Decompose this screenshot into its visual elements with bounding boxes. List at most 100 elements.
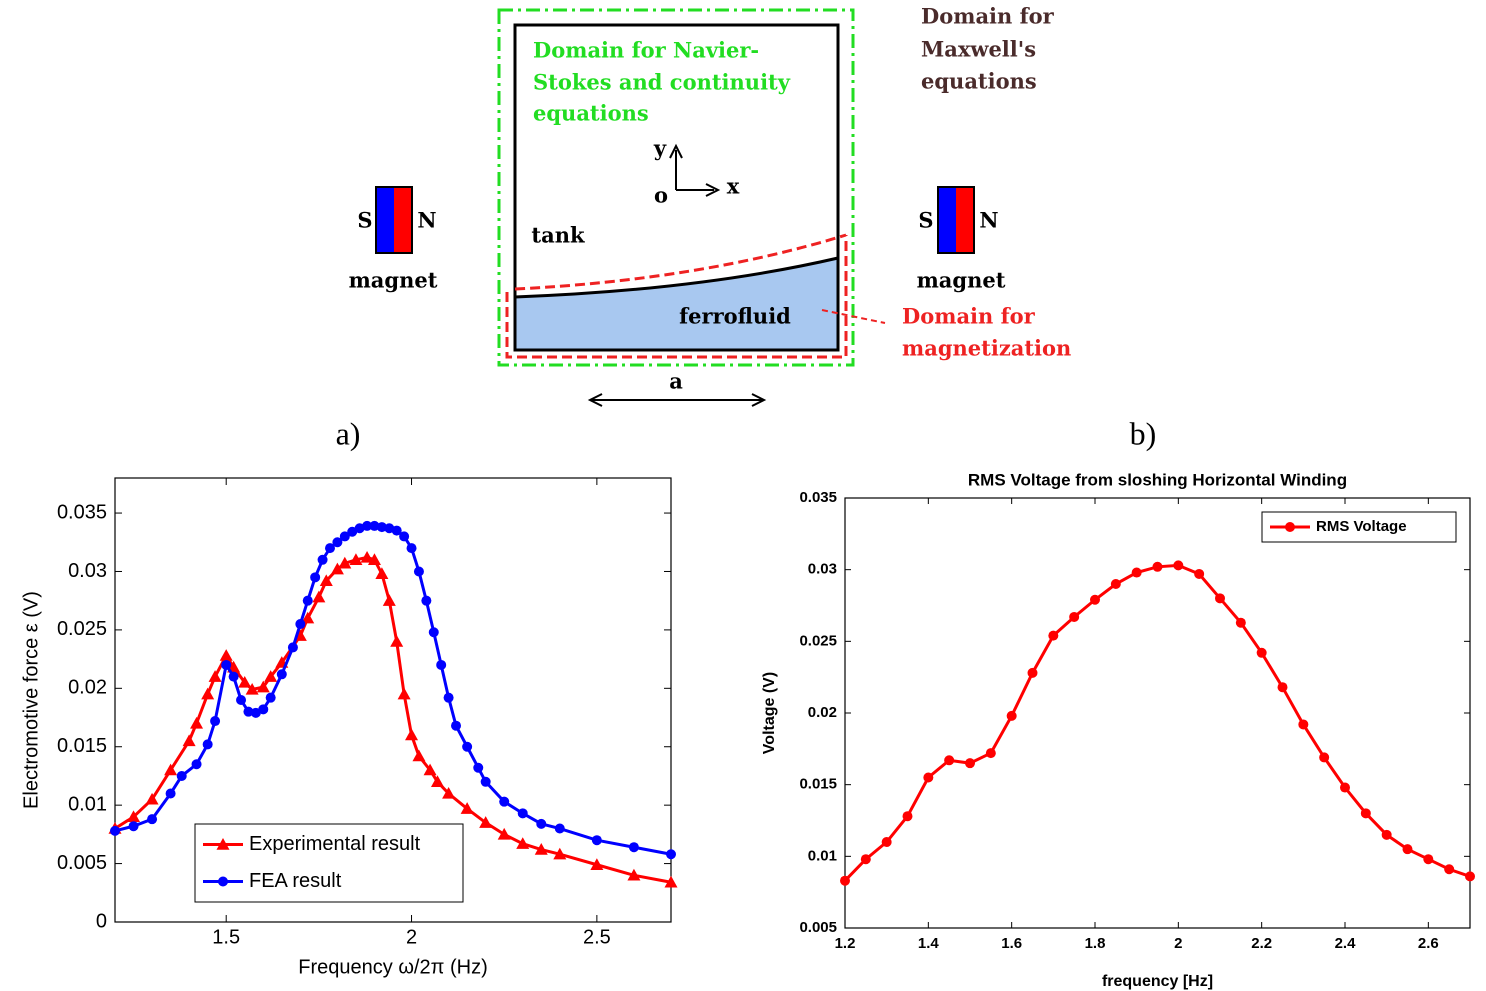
- magnetization-domain: [505, 233, 848, 359]
- data-point: [442, 786, 456, 799]
- data-point: [1319, 752, 1330, 763]
- y-axis-label: Voltage (V): [761, 672, 778, 754]
- data-point: [319, 574, 333, 587]
- data-point: [258, 704, 269, 715]
- data-point: [462, 741, 473, 752]
- data-point: [245, 682, 259, 695]
- data-point: [1194, 568, 1205, 579]
- width-label: a: [669, 369, 683, 394]
- data-point: [554, 823, 565, 834]
- coordinate-axes: [669, 143, 721, 197]
- y-tick-label: 0.015: [799, 776, 837, 793]
- data-point: [1298, 719, 1309, 730]
- data-point: [330, 562, 344, 575]
- data-point: [473, 762, 484, 773]
- data-point: [202, 739, 213, 750]
- legend-label: Experimental result: [249, 833, 421, 855]
- x-tick-label: 1.8: [1085, 935, 1106, 952]
- data-point: [302, 595, 313, 606]
- data-point: [479, 816, 493, 828]
- data-point: [332, 537, 343, 548]
- data-point: [1069, 611, 1080, 622]
- data-point: [517, 808, 528, 819]
- y-tick-label: 0: [96, 910, 107, 932]
- magnet-pole: S: [357, 208, 372, 233]
- magnet-n: [956, 187, 974, 253]
- data-point: [497, 827, 511, 840]
- legend-marker: [218, 876, 228, 887]
- x-tick-label: 2: [406, 926, 417, 948]
- data-point: [423, 763, 437, 776]
- data-point: [250, 707, 261, 718]
- y-tick-label: 0.035: [799, 489, 837, 506]
- data-point: [516, 837, 530, 849]
- data-point: [382, 594, 396, 606]
- label-line: equations: [533, 101, 649, 126]
- label-line: equations: [921, 69, 1037, 94]
- magnet-outline: [375, 186, 413, 254]
- data-point: [287, 642, 298, 653]
- x-axis-label: Frequency ω/2π (Hz): [298, 956, 487, 978]
- data-point: [399, 531, 410, 542]
- axis-label: x: [727, 174, 740, 199]
- data-point: [881, 837, 892, 847]
- data-point: [666, 849, 676, 860]
- data-point: [221, 659, 232, 670]
- data-point: [421, 595, 432, 606]
- data-point: [944, 755, 955, 766]
- data-point: [428, 627, 439, 638]
- label-line: magnetization: [902, 336, 1071, 361]
- legend-label: FEA result: [249, 870, 342, 892]
- x-tick-label: 2.4: [1335, 935, 1357, 952]
- data-point: [1235, 617, 1246, 628]
- data-point: [1444, 864, 1455, 875]
- data-point: [1006, 710, 1017, 721]
- magnet-n: [394, 187, 412, 253]
- label-line: Domain for Navier-: [533, 38, 759, 63]
- data-point: [324, 543, 335, 554]
- x-tick-label: 1.5: [212, 926, 240, 948]
- y-tick-label: 0.01: [808, 847, 837, 864]
- data-point: [436, 659, 447, 670]
- data-point: [430, 775, 444, 787]
- data-point: [443, 692, 454, 703]
- data-point: [391, 525, 402, 536]
- data-point: [301, 611, 315, 624]
- y-tick-label: 0.02: [68, 677, 107, 699]
- y-tick-label: 0.025: [57, 618, 107, 640]
- magnet-pole: S: [918, 208, 933, 233]
- data-point: [553, 847, 567, 860]
- magnet-pole: N: [417, 208, 436, 233]
- label-line: Domain for: [921, 4, 1055, 29]
- magnet-outline: [937, 186, 975, 254]
- data-point: [147, 814, 158, 825]
- magnet-s: [376, 187, 394, 253]
- data-point: [1381, 829, 1392, 840]
- data-point: [860, 854, 871, 865]
- data-point: [127, 810, 141, 823]
- data-point: [376, 522, 387, 533]
- data-point: [985, 748, 996, 759]
- data-point: [1048, 630, 1059, 641]
- data-point: [295, 619, 306, 630]
- data-point: [534, 843, 548, 855]
- data-point: [1215, 593, 1225, 604]
- data-point: [1090, 594, 1100, 605]
- x-tick-label: 2: [1174, 935, 1182, 952]
- data-point: [902, 811, 913, 822]
- data-point: [413, 566, 424, 577]
- ferrofluid-fill: [515, 258, 838, 350]
- x-tick-label: 2.2: [1251, 935, 1272, 952]
- legend-marker: [1285, 522, 1295, 532]
- data-point: [164, 763, 178, 776]
- y-axis-label: Electromotive force ε (V): [20, 591, 42, 809]
- data-point: [256, 680, 270, 693]
- data-point: [362, 520, 373, 531]
- x-axis-label: frequency [Hz]: [1102, 973, 1213, 990]
- data-point: [390, 635, 404, 647]
- data-point: [110, 825, 120, 836]
- data-point: [536, 818, 547, 829]
- magnet-s: [938, 187, 956, 253]
- data-point: [406, 543, 417, 554]
